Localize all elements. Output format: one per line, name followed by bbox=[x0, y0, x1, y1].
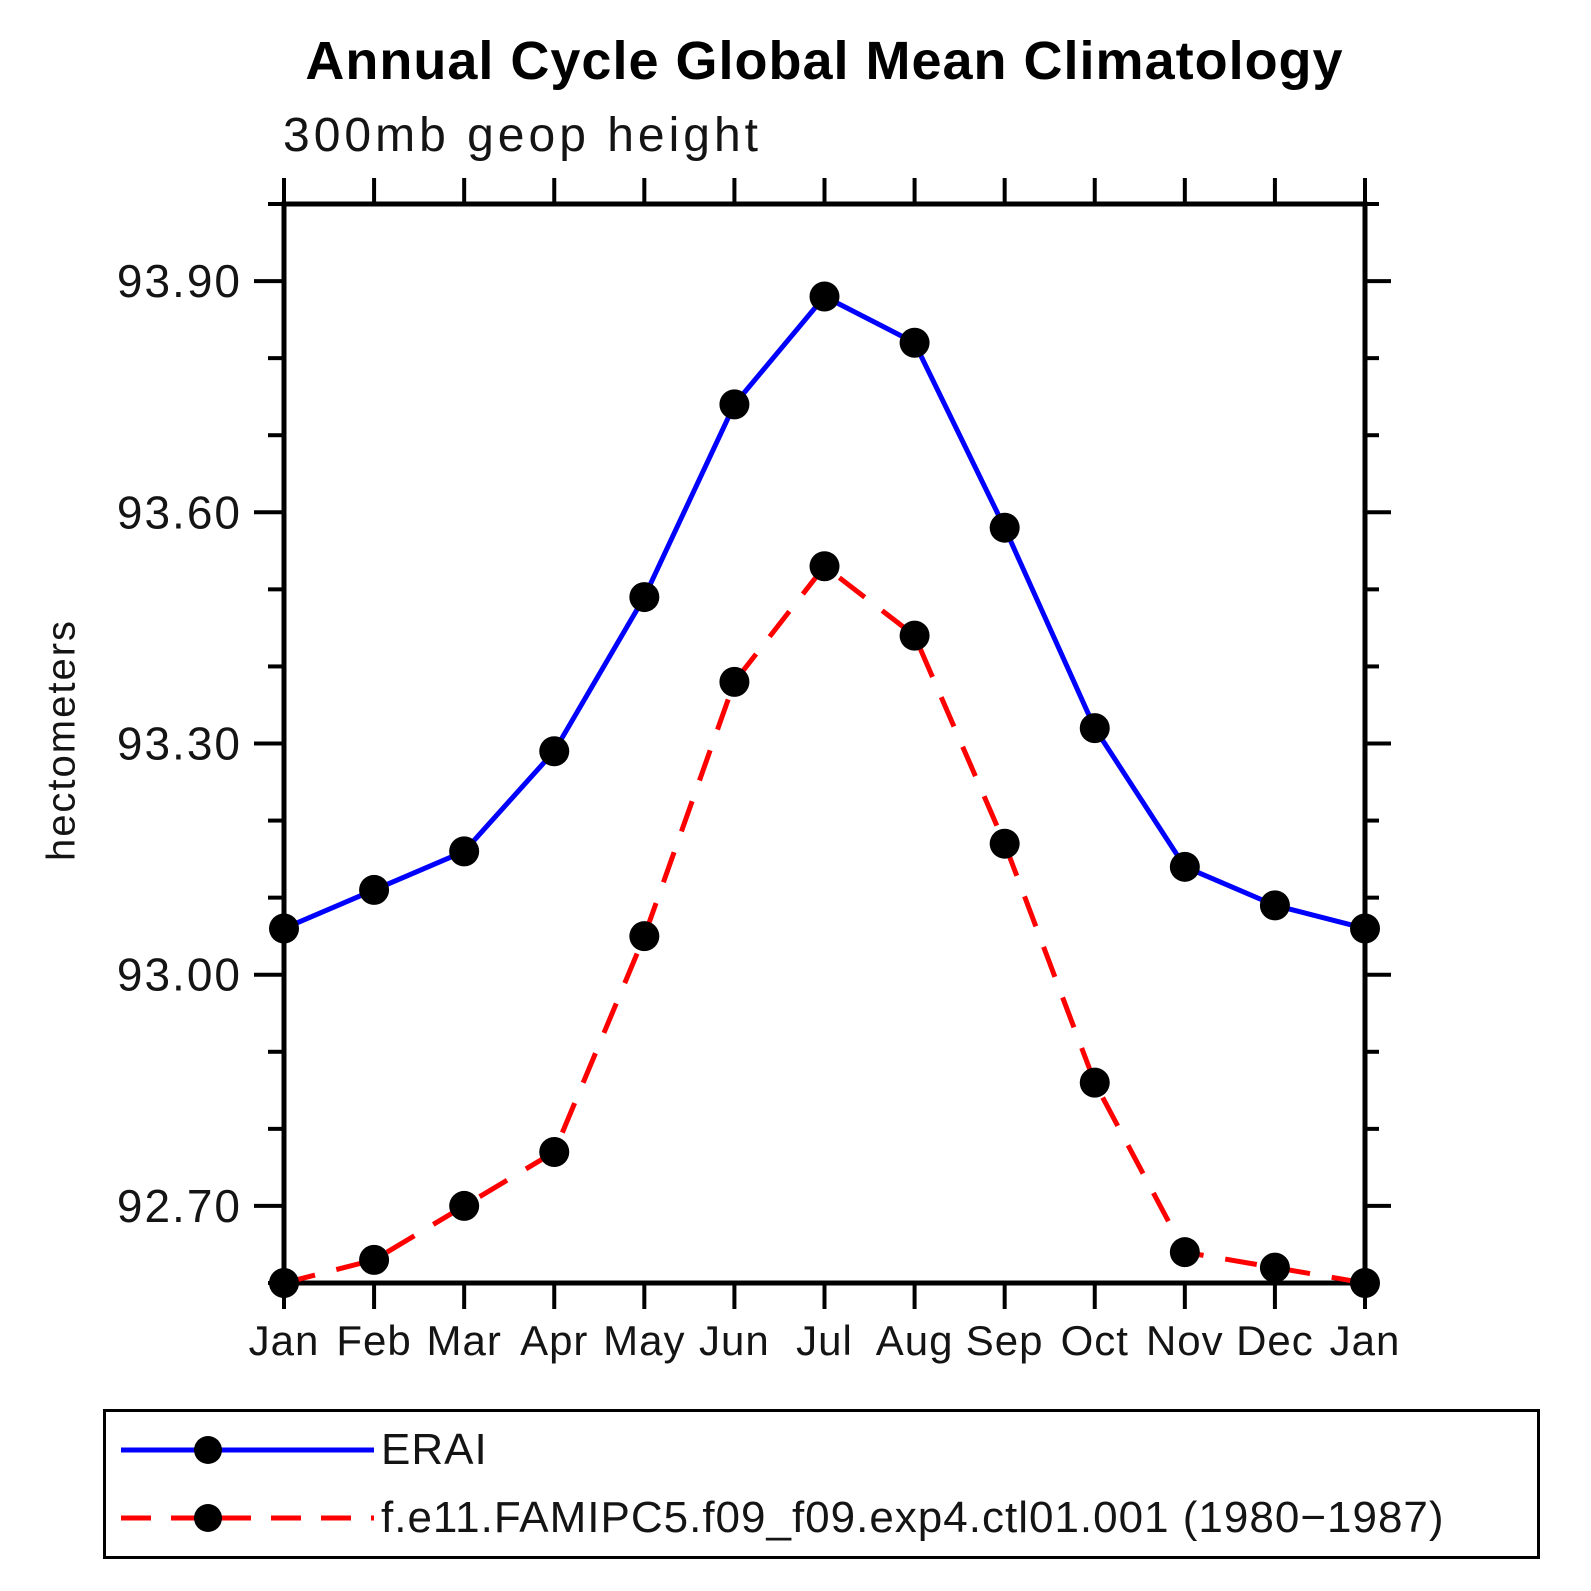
y-tick-label: 93.00 bbox=[117, 949, 242, 1001]
data-point bbox=[359, 874, 390, 905]
legend-marker-dot bbox=[194, 1504, 222, 1532]
data-point bbox=[1350, 1268, 1380, 1298]
x-tick-label: Jun bbox=[699, 1317, 770, 1364]
data-point bbox=[1079, 1067, 1110, 1098]
data-point bbox=[359, 1244, 390, 1275]
x-tick-label: Sep bbox=[966, 1317, 1044, 1364]
y-tick-label: 93.30 bbox=[117, 718, 242, 770]
chart-title: Annual Cycle Global Mean Climatology bbox=[305, 31, 1344, 91]
chart-subtitle: 300mb geop height bbox=[283, 109, 762, 162]
data-point bbox=[1079, 713, 1110, 744]
legend: ERAI f.e11.FAMIPC5.f09_f09.exp4.ctl01.00… bbox=[103, 1409, 1540, 1559]
data-point bbox=[989, 828, 1020, 859]
data-point bbox=[1259, 1252, 1290, 1283]
data-point bbox=[449, 1190, 480, 1221]
legend-label-model: f.e11.FAMIPC5.f09_f09.exp4.ctl01.001 (19… bbox=[381, 1493, 1445, 1542]
legend-line-sample-solid bbox=[121, 1436, 374, 1464]
series-line-erai bbox=[283, 293, 1366, 931]
y-tick-label: 93.90 bbox=[117, 255, 242, 307]
data-point bbox=[539, 736, 570, 767]
data-point bbox=[629, 582, 660, 613]
data-point bbox=[809, 551, 840, 582]
x-tick-label: Dec bbox=[1236, 1317, 1314, 1364]
data-point bbox=[1169, 1237, 1200, 1268]
data-point bbox=[809, 281, 840, 312]
legend-label-erai: ERAI bbox=[381, 1425, 488, 1474]
data-point bbox=[1169, 851, 1200, 882]
x-tick-label: Jan bbox=[249, 1317, 320, 1364]
x-tick-label: Aug bbox=[876, 1317, 954, 1364]
x-tick-label: Apr bbox=[520, 1317, 588, 1364]
series-line-model bbox=[283, 563, 1366, 1286]
data-point bbox=[629, 921, 660, 952]
x-tick-label: Jul bbox=[796, 1317, 853, 1364]
data-point bbox=[449, 836, 480, 867]
legend-item-erai: ERAI bbox=[106, 1420, 1537, 1480]
x-tick-label: Oct bbox=[1061, 1317, 1129, 1364]
data-point bbox=[269, 913, 299, 944]
data-point bbox=[269, 1268, 299, 1298]
data-point bbox=[1350, 913, 1380, 944]
data-point bbox=[899, 327, 930, 358]
legend-line-sample-dashed bbox=[121, 1504, 374, 1532]
y-tick-label: 93.60 bbox=[117, 486, 242, 538]
data-point bbox=[989, 512, 1020, 543]
x-tick-label: Feb bbox=[336, 1317, 411, 1364]
x-tick-label: Mar bbox=[426, 1317, 501, 1364]
x-tick-label: May bbox=[603, 1317, 685, 1364]
y-tick-label: 92.70 bbox=[117, 1180, 242, 1232]
plot-frame bbox=[281, 201, 1368, 1286]
data-point bbox=[539, 1136, 570, 1167]
data-point bbox=[1259, 890, 1290, 921]
data-point bbox=[899, 620, 930, 651]
data-point bbox=[719, 666, 750, 697]
legend-marker-dot bbox=[194, 1436, 222, 1464]
legend-item-model: f.e11.FAMIPC5.f09_f09.exp4.ctl01.001 (19… bbox=[106, 1488, 1537, 1548]
x-tick-label: Nov bbox=[1146, 1317, 1224, 1364]
x-tick-label: Jan bbox=[1330, 1317, 1401, 1364]
data-point bbox=[719, 389, 750, 420]
